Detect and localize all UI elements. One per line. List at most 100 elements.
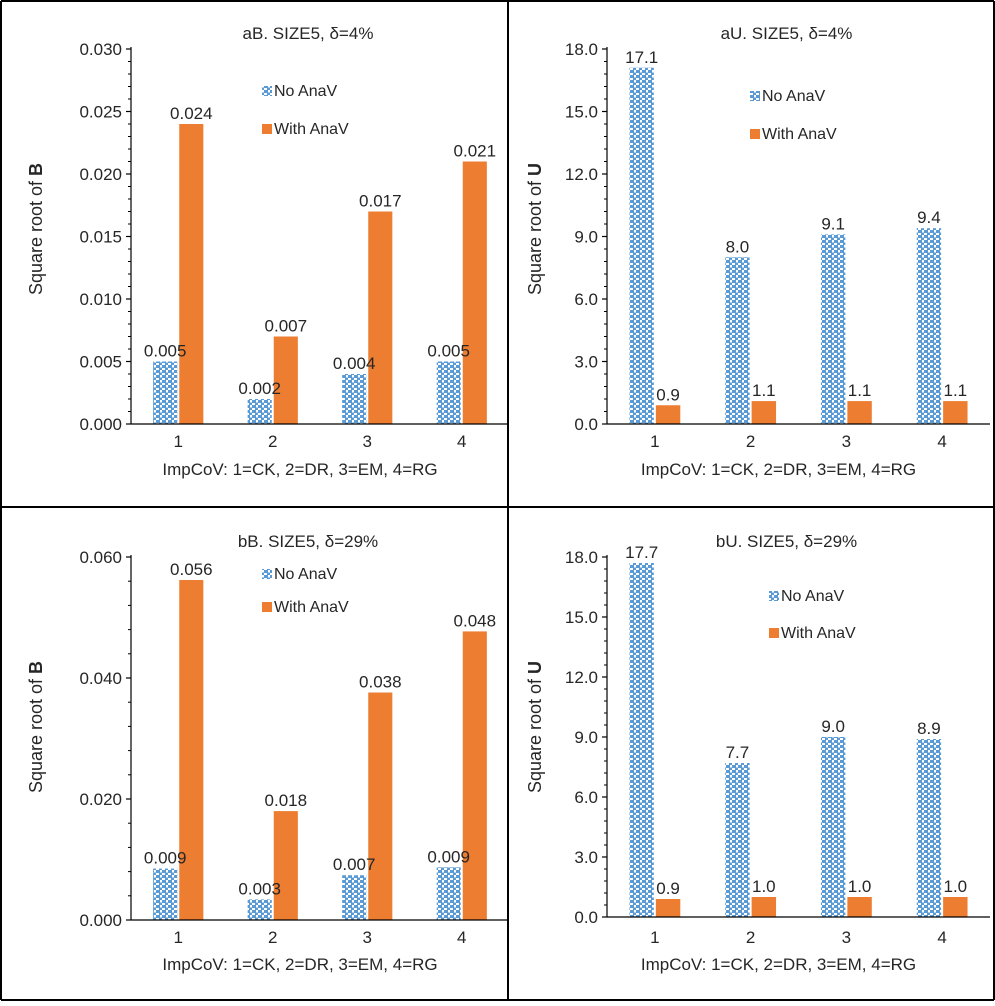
bar-no-anav-2	[725, 257, 750, 424]
data-label-with-anav-1: 0.9	[656, 879, 680, 898]
y-tick-label: 0.0	[574, 908, 598, 927]
x-tick-label-3: 3	[842, 432, 851, 451]
data-label-with-anav-3: 0.017	[359, 192, 402, 211]
data-label-with-anav-4: 0.048	[454, 611, 497, 630]
data-label-no-anav-4: 8.9	[917, 719, 941, 738]
bar-with-anav-2	[751, 897, 777, 917]
bar-no-anav-2	[247, 399, 272, 424]
y-tick-label: 0.0	[574, 415, 598, 434]
x-tick-label-3: 3	[842, 928, 851, 947]
legend-swatch-with-anav	[262, 124, 272, 134]
data-label-with-anav-2: 0.007	[265, 317, 308, 336]
x-tick-label-3: 3	[363, 928, 372, 947]
data-label-no-anav-1: 17.1	[625, 48, 658, 67]
bar-with-anav-3	[847, 897, 872, 917]
data-label-no-anav-1: 17.7	[625, 543, 658, 562]
chart-title: bB. SIZE5, δ=29%	[238, 532, 378, 551]
bar-no-anav-1	[153, 868, 178, 920]
x-tick-label-2: 2	[746, 928, 755, 947]
bar-with-anav-1	[655, 405, 681, 424]
data-label-no-anav-2: 0.002	[238, 379, 281, 398]
bar-no-anav-3	[342, 374, 367, 424]
data-label-with-anav-3: 1.0	[848, 877, 872, 896]
y-axis-label: Square root of U	[525, 661, 545, 793]
bar-with-anav-3	[847, 401, 872, 424]
legend: No AnaV With AnaV	[769, 588, 856, 642]
y-tick-label: 15.0	[565, 608, 598, 627]
data-label-no-anav-2: 8.0	[726, 237, 750, 256]
y-axis-label: Square root of U	[525, 163, 545, 295]
data-label-with-anav-2: 1.0	[752, 877, 776, 896]
x-tick-label-1: 1	[174, 432, 183, 451]
bar-with-anav-2	[273, 811, 298, 920]
x-axis-label: ImpCoV: 1=CK, 2=DR, 3=EM, 4=RG	[641, 955, 916, 974]
y-tick-label: 0.030	[79, 40, 122, 59]
y-tick-label: 18.0	[565, 548, 598, 567]
legend-swatch-with-anav	[750, 129, 760, 139]
data-label-with-anav-4: 0.021	[454, 142, 497, 161]
y-tick-label: 0.005	[79, 353, 122, 372]
y-tick-label: 0.015	[79, 228, 122, 247]
x-axis-label: ImpCoV: 1=CK, 2=DR, 3=EM, 4=RG	[162, 460, 437, 479]
data-label-with-anav-4: 1.1	[944, 381, 968, 400]
x-axis-label: ImpCoV: 1=CK, 2=DR, 3=EM, 4=RG	[162, 955, 437, 974]
data-label-with-anav-3: 0.038	[359, 673, 402, 692]
legend-label-with-anav: With AnaV	[781, 625, 856, 642]
legend-label-no-anav: No AnaV	[274, 566, 337, 583]
bar-no-anav-4	[916, 228, 942, 424]
x-tick-label-2: 2	[746, 432, 755, 451]
data-label-no-anav-2: 7.7	[726, 743, 750, 762]
legend: No AnaV With AnaV	[262, 83, 349, 138]
bar-no-anav-4	[436, 361, 461, 424]
legend: No AnaV With AnaV	[262, 566, 349, 616]
chart-title: aB. SIZE5, δ=4%	[243, 24, 374, 43]
bar-no-anav-3	[820, 234, 846, 424]
legend-label-with-anav: With AnaV	[762, 126, 837, 143]
bar-no-anav-1	[629, 563, 654, 917]
data-label-no-anav-3: 0.004	[333, 354, 376, 373]
data-label-no-anav-3: 0.007	[333, 855, 376, 874]
x-tick-label-4: 4	[457, 432, 466, 451]
panels-group: aB. SIZE5, δ=4%Square root of B0.0050.02…	[26, 24, 990, 974]
legend-swatch-no-anav	[262, 569, 272, 579]
y-tick-label: 0.060	[79, 548, 122, 567]
legend-label-with-anav: With AnaV	[274, 121, 349, 138]
data-label-with-anav-3: 1.1	[848, 381, 872, 400]
x-tick-label-1: 1	[650, 928, 659, 947]
bar-no-anav-4	[436, 867, 461, 920]
data-label-with-anav-4: 1.0	[944, 877, 968, 896]
bar-no-anav-1	[153, 361, 178, 424]
bar-with-anav-1	[179, 579, 204, 920]
x-tick-label-4: 4	[457, 928, 466, 947]
y-tick-label: 3.0	[574, 848, 598, 867]
bar-with-anav-4	[943, 401, 968, 424]
y-tick-label: 0.020	[79, 165, 122, 184]
y-tick-label: 12.0	[565, 165, 598, 184]
y-tick-label: 0.025	[79, 103, 122, 122]
chart-panel-bottom-left: bB. SIZE5, δ=29% Square root of B 0.009 0.0…	[26, 532, 509, 974]
bar-with-anav-2	[751, 401, 777, 424]
x-tick-label-3: 3	[363, 432, 372, 451]
data-label-with-anav-2: 1.1	[752, 381, 776, 400]
y-tick-label: 15.0	[565, 103, 598, 122]
legend-swatch-with-anav	[262, 602, 272, 612]
bar-with-anav-2	[273, 336, 298, 424]
y-tick-label: 0.010	[79, 290, 122, 309]
y-tick-label: 0.000	[79, 415, 122, 434]
y-tick-label: 18.0	[565, 40, 598, 59]
bar-with-anav-1	[179, 124, 204, 424]
data-label-with-anav-1: 0.9	[656, 385, 680, 404]
data-label-no-anav-4: 0.009	[427, 847, 470, 866]
x-tick-label-4: 4	[937, 928, 946, 947]
data-label-no-anav-1: 0.005	[144, 342, 187, 361]
x-tick-label-4: 4	[937, 432, 946, 451]
data-label-with-anav-1: 0.024	[170, 104, 213, 123]
legend-swatch-no-anav	[769, 591, 779, 601]
bar-no-anav-2	[247, 899, 272, 920]
y-tick-label: 0.040	[79, 669, 122, 688]
data-label-with-anav-2: 0.018	[265, 791, 308, 810]
bar-no-anav-2	[725, 763, 750, 917]
bar-no-anav-1	[629, 67, 654, 424]
